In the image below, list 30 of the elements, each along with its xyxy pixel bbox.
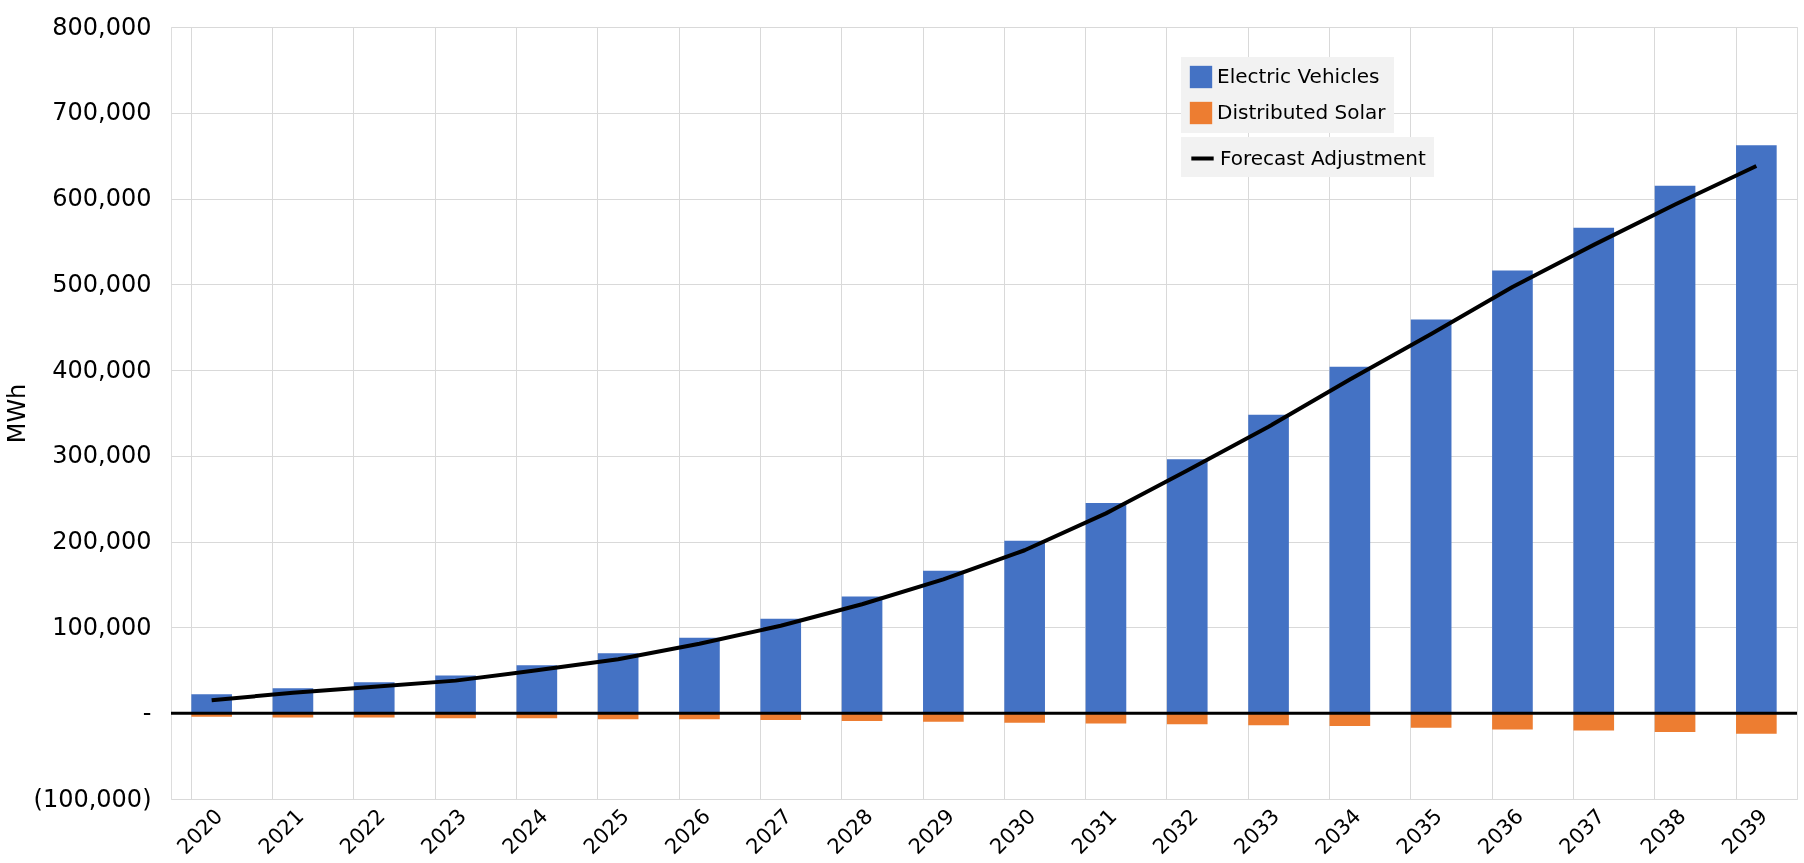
y-tick-label: 500,000	[52, 269, 152, 298]
y-tick-label: (100,000)	[33, 784, 152, 813]
bar	[1654, 185, 1696, 714]
y-tick-label: 200,000	[52, 527, 152, 556]
bar	[923, 570, 964, 714]
y-axis-title: MWh	[2, 383, 31, 444]
bar	[760, 618, 802, 714]
bar	[1492, 270, 1533, 714]
y-tick-label: 700,000	[52, 98, 152, 127]
bar	[597, 653, 639, 714]
y-tick-label: 300,000	[52, 441, 152, 470]
y-tick-label: 600,000	[52, 184, 152, 213]
y-tick-label: 100,000	[52, 612, 152, 641]
bar	[841, 596, 883, 714]
bar	[1736, 145, 1777, 714]
legend-label: Distributed Solar	[1217, 100, 1387, 124]
bar	[1248, 414, 1289, 714]
y-tick-label: 800,000	[52, 12, 152, 41]
bar	[1736, 713, 1777, 734]
bar	[1004, 540, 1045, 714]
bar	[1573, 227, 1615, 714]
legend-label: Electric Vehicles	[1217, 64, 1380, 88]
bar	[1166, 459, 1208, 714]
bar	[1085, 503, 1127, 714]
bar	[1329, 366, 1371, 714]
bar	[1410, 319, 1452, 714]
bar	[679, 637, 720, 714]
y-tick-label: 400,000	[52, 355, 152, 384]
legend-label: Forecast Adjustment	[1220, 145, 1426, 170]
y-tick-label: -	[142, 698, 152, 727]
